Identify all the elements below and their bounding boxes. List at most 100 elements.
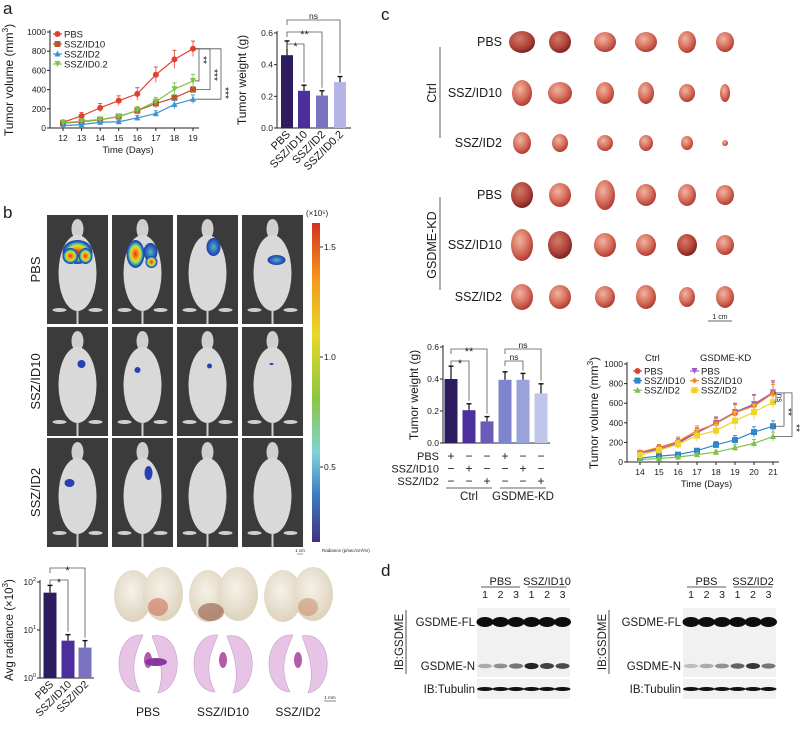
group-label: Ctrl: [460, 491, 478, 503]
mouse-head: [266, 442, 279, 462]
luminescence-signal: [143, 243, 158, 261]
y-tick-label: 1000: [27, 27, 46, 37]
row-label: SSZ/ID2: [28, 468, 43, 517]
significance-bracket: [504, 360, 524, 371]
band-label-fl: GSDME-FL: [622, 617, 682, 629]
legend-marker: [54, 61, 61, 67]
design-row-label: PBS: [417, 451, 439, 463]
band-tubulin: [760, 687, 777, 691]
data-point: [190, 86, 196, 93]
panel-label-d: d: [381, 561, 390, 580]
data-point: [713, 448, 719, 455]
lung-gross-photo: [189, 567, 258, 622]
significance-label: **: [300, 29, 309, 41]
y-tick-label: 0: [41, 123, 46, 133]
tumor: [636, 285, 656, 309]
y-tick-label: 0.4: [261, 60, 273, 70]
data-point: [694, 447, 700, 454]
legend-marker: [634, 377, 641, 384]
lung-lesion: [298, 598, 318, 616]
legend-label: PBS: [701, 367, 720, 378]
mouse-image: [47, 215, 108, 324]
band-label-fl: GSDME-FL: [416, 617, 476, 629]
design-mark: +: [465, 462, 472, 476]
panel-label-b: b: [3, 203, 12, 222]
legend-label: SSZ/ID2: [64, 50, 100, 61]
mouse-tail: [141, 310, 144, 324]
luminescence-signal: [62, 248, 79, 264]
significance-bracket: [450, 348, 488, 414]
significance-label: *: [57, 577, 62, 589]
band-label-n: GSDME-N: [627, 661, 681, 673]
data-point: [751, 409, 757, 416]
lung-lesion: [148, 598, 168, 616]
band-gsdme-fl: [682, 617, 700, 627]
tumor: [548, 231, 572, 259]
band-gsdme-n: [478, 663, 492, 669]
mouse-body: [188, 347, 227, 423]
airway: [219, 652, 227, 668]
y-tick-label: 800: [32, 46, 46, 56]
tumor: [716, 286, 734, 308]
mouse-paw: [88, 308, 103, 312]
legend-label: SSZ/ID2: [644, 386, 680, 397]
group-header: SSZ/ID10: [523, 576, 571, 588]
y-tick-label: 0.2: [261, 91, 273, 101]
tumor: [597, 135, 613, 151]
ib-label: IB:GSDME: [394, 614, 406, 671]
data-point: [115, 118, 122, 125]
mouse-head: [201, 442, 214, 462]
band-tubulin: [492, 687, 509, 691]
mouse-tail: [76, 533, 79, 547]
lung-section: [193, 634, 219, 693]
legend-marker: [54, 50, 61, 57]
group-header: PBS: [489, 576, 511, 588]
significance-label: ns: [510, 352, 519, 362]
tick-exp: 2: [33, 577, 36, 583]
lane-number: 2: [704, 589, 710, 601]
data-point: [732, 417, 738, 424]
tumor: [678, 184, 696, 206]
significance-bracket: [286, 19, 341, 74]
mouse-image: [112, 327, 173, 436]
legend-label: SSZ/ID10: [644, 376, 685, 387]
y-axis-title-close: ): [587, 357, 601, 361]
bar: [281, 55, 293, 128]
lung-lobe: [218, 567, 258, 621]
lane-number: 2: [498, 589, 504, 601]
data-point: [770, 390, 776, 397]
data-point: [134, 114, 141, 121]
tumor: [720, 84, 730, 102]
luminescence-signal: [269, 363, 274, 365]
design-mark: −: [519, 474, 526, 488]
mouse-paw: [247, 531, 262, 535]
design-mark: −: [483, 462, 490, 476]
band-gsdme-fl: [538, 617, 556, 627]
tick-exp: 1: [33, 625, 36, 631]
mouse-head: [71, 442, 84, 462]
y-axis-title-sup: 3: [585, 361, 595, 366]
mouse-tail: [271, 310, 274, 324]
tumor-row-label: SSZ/ID10: [448, 86, 502, 100]
legend-label: SSZ/ID2: [701, 386, 737, 397]
blot-membrane-gsdme: [477, 608, 570, 677]
band-gsdme-fl: [507, 617, 525, 627]
tumor: [594, 233, 616, 257]
lane-number: 2: [544, 589, 550, 601]
mouse-tail: [141, 422, 144, 436]
design-mark: −: [537, 462, 544, 476]
x-tick-label: 13: [77, 133, 87, 143]
series-line: [639, 401, 774, 456]
y-tick-label: 102: [23, 577, 36, 587]
bar: [78, 647, 92, 678]
tumor: [678, 31, 696, 53]
band-tubulin: [745, 687, 761, 691]
y-axis-title-text: Tumor volume (mm: [587, 366, 601, 470]
mouse-paw: [283, 308, 298, 312]
band-gsdme-fl: [698, 617, 715, 627]
lung-gross-photo: [114, 567, 183, 622]
